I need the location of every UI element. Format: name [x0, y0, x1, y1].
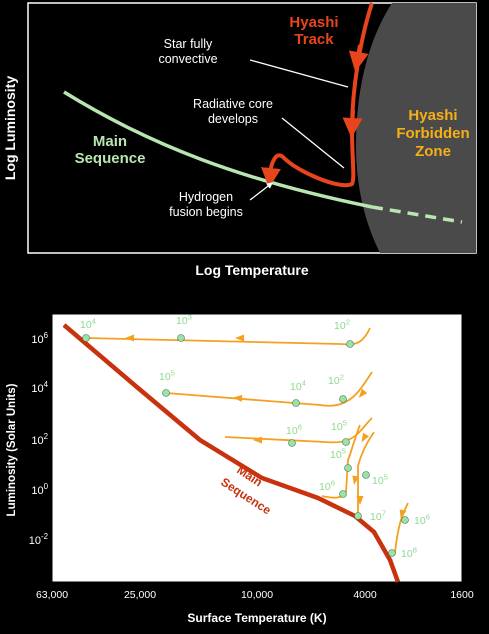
track-arrow-3: [261, 167, 281, 188]
bottom-plot-panel: [51, 313, 463, 583]
hyashi-track-label-line1: Hyashi: [289, 14, 338, 31]
mass-label: 100 M⊙: [58, 351, 95, 366]
track-100msun: [85, 327, 371, 346]
time-label: 105: [331, 418, 347, 433]
y-tick-label: 100: [31, 482, 48, 497]
time-label: 107: [370, 508, 386, 523]
hyashi-diagram: Hyashi Track Hyashi Forbidden Zone Main …: [2, 2, 477, 278]
top-main-sequence-label-line1: Main: [93, 133, 127, 150]
track-arrowhead: [399, 509, 407, 519]
forbidden-zone-region: [356, 3, 476, 253]
top-main-sequence-dashed: [371, 205, 463, 224]
track-arrowhead: [235, 334, 244, 342]
track-3msun: [224, 417, 373, 444]
annotation-radiative-line1: Radiative core: [193, 97, 273, 111]
time-marker: [177, 334, 185, 342]
time-label: 104: [290, 378, 306, 393]
time-label: 108: [401, 545, 417, 560]
x-tick-labels: 63,000 25,000 10,000 4000 1600: [36, 589, 474, 601]
annotation-fusion-line2: fusion begins: [169, 205, 243, 219]
leader-radiative: [281, 117, 345, 169]
track-10msun: [165, 371, 373, 407]
top-main-sequence-line: [63, 90, 373, 209]
time-marker: [344, 464, 352, 472]
time-markers: [82, 334, 409, 557]
bottom-main-sequence-line: [62, 323, 401, 583]
x-tick-label: 4000: [353, 589, 377, 601]
time-marker: [162, 389, 170, 397]
hyashi-track-label-line2: Track: [294, 31, 334, 48]
annotation-radiative-line2: develops: [208, 112, 258, 126]
y-tick-label: 106: [31, 331, 48, 346]
track-arrow-2: [342, 109, 363, 138]
time-marker: [354, 512, 362, 520]
time-label: 106: [414, 512, 430, 527]
time-marker: [82, 334, 90, 342]
time-label: 102: [328, 372, 344, 387]
annotation-fusion-line1: Hydrogen: [179, 190, 233, 204]
leader-convective: [249, 59, 349, 88]
forbidden-zone-label-line1: Hyashi: [408, 107, 457, 124]
time-label: 102: [334, 317, 350, 332]
track-0.1msun: [394, 502, 409, 554]
x-tick-label: 1600: [450, 589, 474, 601]
annotation-convective-line1: Star fully: [164, 37, 213, 51]
time-label: 106: [286, 422, 302, 437]
track-arrowhead: [233, 394, 243, 402]
track-arrowheads: [125, 334, 407, 519]
x-tick-label: 25,000: [124, 589, 156, 601]
time-label: 106: [319, 478, 335, 493]
mass-label: 3 M⊙: [186, 443, 211, 458]
y-tick-labels: 106 104 102 100 10-2: [29, 331, 49, 547]
mass-label: 0.1 M⊙: [346, 558, 380, 573]
bottom-x-axis-label: Surface Temperature (K): [187, 611, 326, 625]
time-marker: [388, 549, 396, 557]
track-arrowhead: [352, 475, 360, 485]
track-arrowhead: [356, 496, 364, 505]
mass-label: 0.5 M⊙: [320, 533, 354, 548]
forbidden-zone-label-line3: Zone: [415, 143, 451, 160]
time-marker: [292, 399, 300, 407]
bottom-y-axis-label: Luminosity (Solar Units): [6, 383, 18, 516]
mass-labels: 100 M⊙ 10 M⊙ 3 M⊙ 1 M⊙0.5 M⊙ 0.1 M⊙: [58, 351, 380, 573]
time-label: 103: [176, 312, 192, 327]
time-marker: [339, 490, 347, 498]
mass-label: 10 M⊙: [122, 405, 153, 420]
time-label: 105: [372, 472, 388, 487]
track-arrowhead: [361, 432, 370, 443]
time-label: 104: [80, 316, 96, 331]
top-y-axis-label: Log Luminosity: [2, 76, 18, 180]
track-arrowhead: [125, 334, 134, 342]
x-tick-label: 10,000: [241, 589, 273, 601]
time-label: 105: [330, 446, 346, 461]
y-tick-label: 10-2: [29, 532, 48, 547]
top-x-axis-label: Log Temperature: [195, 262, 309, 278]
y-tick-label: 102: [31, 432, 48, 447]
time-marker: [401, 516, 409, 524]
annotation-convective-line2: convective: [158, 52, 217, 66]
evolution-track-lines: [85, 327, 409, 554]
time-marker: [362, 471, 370, 479]
time-label: 105: [159, 368, 175, 383]
mass-label: 1 M⊙: [292, 509, 317, 524]
track-1msun: [321, 424, 361, 499]
time-marker: [339, 395, 347, 403]
track-arrow-1: [348, 44, 369, 72]
time-marker: [342, 438, 350, 446]
time-labels: 104 103 102 105 104 102 106 105 105 106 105 107 106 1…: [80, 312, 430, 560]
time-marker: [288, 439, 296, 447]
top-main-sequence-label-line2: Sequence: [75, 150, 146, 167]
time-marker: [346, 340, 354, 348]
track-0.5msun: [357, 431, 375, 514]
forbidden-zone-label-line2: Forbidden: [396, 125, 469, 142]
track-arrowhead: [253, 436, 262, 444]
track-arrowhead: [358, 388, 368, 398]
leader-fusion: [249, 182, 274, 201]
y-tick-label: 104: [31, 380, 48, 395]
x-tick-label: 63,000: [36, 589, 68, 601]
